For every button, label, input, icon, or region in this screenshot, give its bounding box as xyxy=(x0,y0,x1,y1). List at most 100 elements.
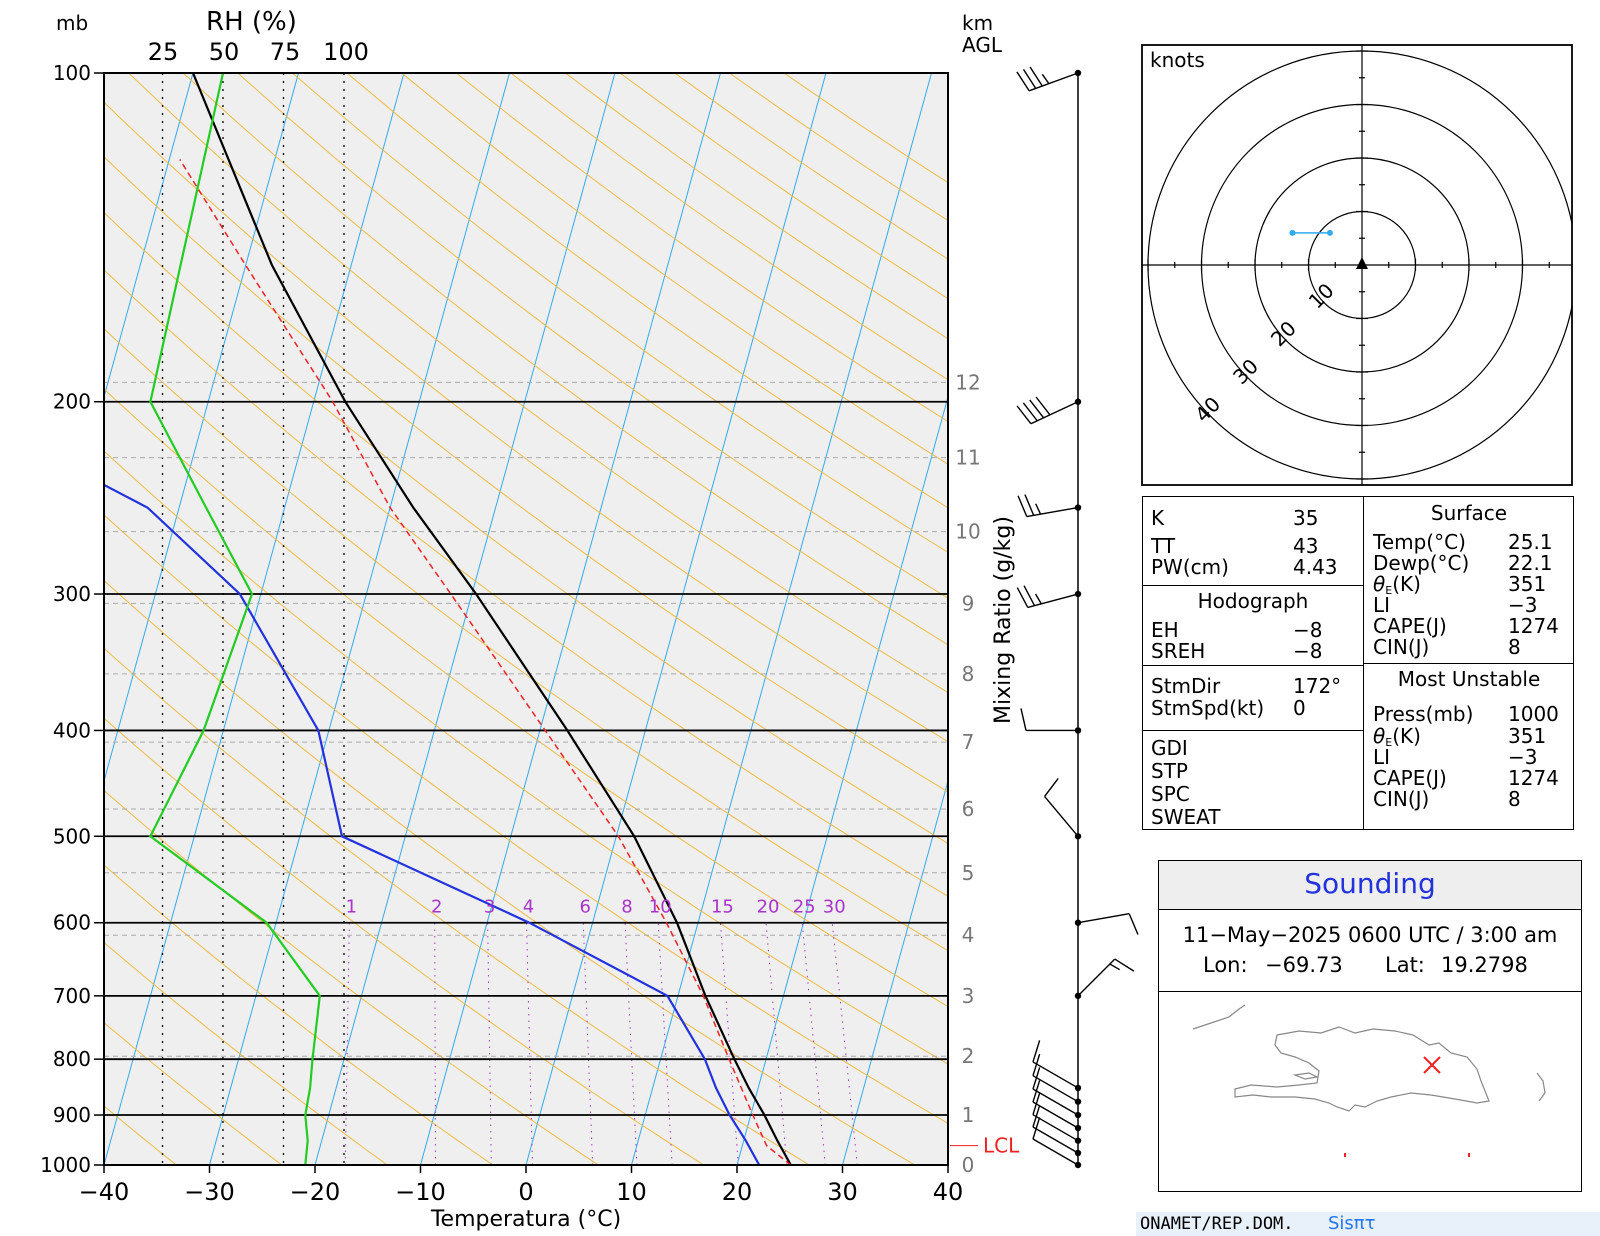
cape-label: CAPE(J) xyxy=(1373,614,1447,638)
dry-adiabat xyxy=(104,269,948,897)
mixing-tick-label: 3 xyxy=(484,897,495,918)
wind-barb xyxy=(1028,72,1079,92)
wind-barb-dot xyxy=(1074,398,1082,405)
height-tick-label: 3 xyxy=(962,984,975,1008)
rh-tick-label: 25 xyxy=(148,38,179,66)
pressure-tick-label: 300 xyxy=(53,582,91,606)
temp-tick-label: 30 xyxy=(827,1178,858,1206)
wind-barb-flag xyxy=(1023,585,1036,606)
sounding-datetime: 11−May−2025 0600 UTC / 3:00 am xyxy=(1182,923,1558,947)
mixing-axis-label: Mixing Ratio (g/kg) xyxy=(991,516,1016,724)
location-map xyxy=(1192,1004,1546,1157)
mu-cape-label: CAPE(J) xyxy=(1373,766,1447,790)
temp-tick-label: 40 xyxy=(933,1178,964,1206)
dry-adiabat xyxy=(237,73,948,599)
dry-adiabat xyxy=(104,1022,283,1165)
agl-label: AGL xyxy=(962,33,1003,57)
k-label: K xyxy=(1151,506,1165,530)
dry-adiabat xyxy=(104,328,948,952)
k-value: 35 xyxy=(1293,506,1319,530)
pressure-tick-label: 100 xyxy=(53,61,91,85)
height-tick-label: 8 xyxy=(962,662,975,686)
sounding-info-box: Sounding 11−May−2025 0600 UTC / 3:00 am … xyxy=(1158,860,1582,1192)
cape-value: 1274 xyxy=(1508,614,1559,638)
x-axis-label: Temperatura (°C) xyxy=(430,1207,621,1232)
wind-barb-flag xyxy=(1032,1080,1041,1103)
isotherm-line xyxy=(104,73,299,783)
mu-theta-e-value: 351 xyxy=(1508,724,1547,748)
hodograph-point xyxy=(1289,229,1296,236)
li-label: LI xyxy=(1373,593,1391,617)
hodograph-units: knots xyxy=(1150,48,1205,72)
divider xyxy=(1143,585,1363,586)
wind-barb xyxy=(1026,506,1079,518)
wind-barb-flag xyxy=(1029,66,1043,87)
mixing-tick-label: 15 xyxy=(711,897,734,918)
mu-cin-value: 8 xyxy=(1508,787,1521,811)
indices-table: K 35 TT 43 PW(cm) 4.43 Hodograph EH −8 S… xyxy=(1142,496,1574,830)
wind-barb-flag xyxy=(1032,1067,1041,1090)
mixing-ratio-line xyxy=(525,922,533,1165)
theta-e-value: 351 xyxy=(1508,572,1547,596)
wind-barb-dot xyxy=(1074,1149,1082,1157)
stmdir-label: StmDir xyxy=(1151,674,1221,698)
mixing-ratio-line xyxy=(434,922,436,1165)
height-tick-label: 7 xyxy=(962,730,975,754)
wind-barb-flag xyxy=(1022,69,1037,89)
dry-adiabat xyxy=(104,156,948,793)
isotherm-line xyxy=(314,73,616,1165)
wind-barb xyxy=(1032,1061,1079,1089)
pw-value: 4.43 xyxy=(1293,555,1338,579)
footer-bar: ONAMET/REP.DOM. Sisπτ xyxy=(1136,1212,1600,1236)
pressure-tick-label: 900 xyxy=(53,1103,91,1127)
dry-adiabat xyxy=(104,211,948,845)
wind-barb xyxy=(1077,913,1130,924)
rh-tick-label: 50 xyxy=(209,38,240,66)
height-tick-label: 11 xyxy=(955,446,980,470)
sweat-label: SWEAT xyxy=(1151,805,1221,829)
km-label: km xyxy=(962,11,993,35)
stmdir-value: 172° xyxy=(1293,674,1342,698)
spc-label: SPC xyxy=(1151,782,1190,806)
wind-barb-dot xyxy=(1074,1111,1082,1119)
hodograph-header: Hodograph xyxy=(1197,589,1309,613)
dry-adiabat xyxy=(104,579,916,1165)
wind-barb-flag xyxy=(1016,405,1032,425)
wind-barb-dot xyxy=(1074,1124,1082,1132)
temp-label: Temp(°C) xyxy=(1373,530,1466,554)
wind-barb-flag xyxy=(1114,958,1135,972)
pressure-tick-label: 1000 xyxy=(40,1153,91,1177)
wind-barb-flag xyxy=(1035,503,1042,515)
footer-org: ONAMET/REP.DOM. xyxy=(1140,1214,1294,1234)
wind-barb xyxy=(1032,1114,1079,1142)
wind-barb xyxy=(1032,1126,1079,1154)
wind-barb-flag xyxy=(1032,1040,1041,1063)
pressure-tick-label: 500 xyxy=(53,824,91,848)
height-tick-label: 12 xyxy=(955,370,980,394)
wind-barb xyxy=(1044,795,1079,837)
dry-adiabat xyxy=(104,941,388,1165)
wind-barb xyxy=(1077,958,1116,997)
island-outline xyxy=(1292,1072,1319,1080)
isotherm-line xyxy=(420,73,721,1165)
lcl-label: LCL xyxy=(983,1134,1020,1158)
storm-motion-marker xyxy=(1356,257,1368,269)
dewp-value: 22.1 xyxy=(1508,551,1553,575)
lat-label: Lat: xyxy=(1385,953,1425,977)
isotherm-line xyxy=(842,779,948,1165)
wind-barb-flag xyxy=(1022,402,1038,422)
height-tick-label: 6 xyxy=(962,797,975,821)
rh-line xyxy=(149,73,321,1165)
location-marker xyxy=(1423,1056,1441,1074)
wind-barb-flag xyxy=(1029,399,1045,419)
dry-adiabat xyxy=(104,101,948,743)
island-outline xyxy=(1192,1004,1246,1030)
divider xyxy=(1143,730,1363,731)
wind-barb-flag xyxy=(1034,593,1042,605)
isotherm-line xyxy=(736,395,948,1165)
mu-cape-value: 1274 xyxy=(1508,766,1559,790)
rh-title: RH (%) xyxy=(206,7,297,37)
wind-barb xyxy=(1032,1101,1079,1129)
mixing-ratio-line xyxy=(831,922,858,1165)
wind-barb-flag xyxy=(1032,1105,1041,1128)
